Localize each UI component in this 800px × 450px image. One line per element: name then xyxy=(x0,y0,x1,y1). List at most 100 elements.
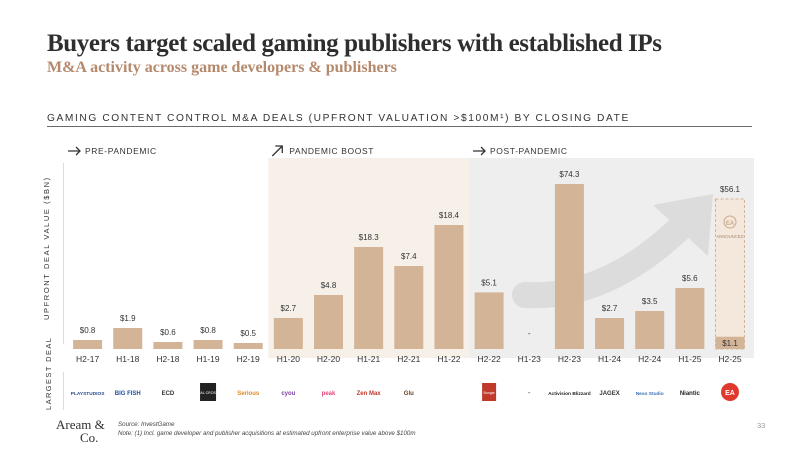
largest-deal-logo: JAGEX xyxy=(599,391,619,397)
bar-H2-24 xyxy=(635,311,665,349)
period-label-group-0: PRE-PANDEMIC xyxy=(68,146,157,156)
logo-text: peak xyxy=(322,391,336,397)
largest-deal-logo: Niantic xyxy=(680,391,701,397)
category-label-H1-22: H1-22 xyxy=(437,354,460,364)
aream-logo: Aream & Co. xyxy=(56,418,105,444)
category-label-H1-20: H1-20 xyxy=(277,354,300,364)
period-arrow-icon xyxy=(68,146,81,156)
ea-icon-text: EA xyxy=(726,221,735,227)
value-label-H1-19: $0.8 xyxy=(200,326,216,335)
bar-H1-21 xyxy=(354,247,384,349)
value-label-H2-21: $7.4 xyxy=(401,252,417,261)
logo-line-1: Aream & xyxy=(56,417,105,432)
bar-H1-25 xyxy=(675,288,705,349)
heading-divider xyxy=(47,126,752,127)
logo-text: ANIMAL CROSSING xyxy=(191,391,225,395)
category-label-H2-18: H2-18 xyxy=(156,354,179,364)
period-label: POST-PANDEMIC xyxy=(490,146,568,156)
category-label-H2-21: H2-21 xyxy=(397,354,420,364)
ea-icon xyxy=(723,215,737,229)
logo-text: cyou xyxy=(281,391,295,397)
source-note: Source: InvestGame Note: (1) Incl. game … xyxy=(118,421,416,438)
logo-block xyxy=(482,383,497,401)
logo-line-2: Co. xyxy=(80,430,99,445)
value-label-H2-25: $1.1 xyxy=(722,339,738,348)
bar-H2-20 xyxy=(314,295,343,349)
category-label-H1-18: H1-18 xyxy=(116,354,139,364)
announced-value-label: $56.1 xyxy=(720,185,741,194)
category-label-H2-22: H2-22 xyxy=(478,354,501,364)
value-label-H1-21: $18.3 xyxy=(359,233,380,242)
bar-H1-20 xyxy=(273,318,303,349)
period-label: PRE-PANDEMIC xyxy=(85,146,157,156)
page-number: 33 xyxy=(757,421,766,430)
value-label-H1-24: $2.7 xyxy=(602,304,618,313)
period-arrow-icon xyxy=(271,145,283,157)
logo-text: Bungie xyxy=(483,391,494,395)
value-label-H1-18: $1.9 xyxy=(120,314,136,323)
value-label-H2-19: $0.5 xyxy=(240,329,256,338)
trend-arrow-shaft xyxy=(512,205,703,309)
announced-tag: ANNOUNCED xyxy=(717,234,744,239)
largest-deal-logo: cyou xyxy=(281,391,295,397)
value-label-H1-25: $5.6 xyxy=(682,274,698,283)
largest-deal-logo: peak xyxy=(322,391,336,397)
value-label-H1-23: - xyxy=(528,329,531,338)
bar-H2-18 xyxy=(153,342,183,349)
category-label-H2-20: H2-20 xyxy=(317,354,340,364)
logo-text: Niantic xyxy=(680,391,701,397)
category-label-H1-23: H1-23 xyxy=(518,354,541,364)
period-label-group-2: POST-PANDEMIC xyxy=(473,146,568,156)
footnote-text: Note: (1) Incl. game developer and publi… xyxy=(118,429,416,437)
page-title: Buyers target scaled gaming publishers w… xyxy=(47,30,662,57)
value-label-H2-20: $4.8 xyxy=(321,281,337,290)
value-label-H2-23: $74.3 xyxy=(559,170,580,179)
value-label-H2-17: $0.8 xyxy=(80,326,96,335)
period-arrow-icon xyxy=(473,146,486,156)
largest-deal-logo: Serious xyxy=(237,391,260,397)
largest-deal-logo: Zen Max xyxy=(357,391,382,397)
category-label-H1-25: H1-25 xyxy=(678,354,701,364)
category-label-H2-24: H2-24 xyxy=(638,354,661,364)
page-subtitle: M&A activity across game developers & pu… xyxy=(47,59,397,76)
logo-text: ECD xyxy=(162,391,175,397)
largest-deal-logo: BIG FISH xyxy=(115,391,141,397)
logo-block xyxy=(200,383,217,401)
category-label-H2-17: H2-17 xyxy=(76,354,99,364)
logo-text: JAGEX xyxy=(599,391,619,397)
largest-deal-axis-line xyxy=(63,372,64,410)
period-label-group-1: PANDEMIC BOOST xyxy=(271,145,373,157)
logo-text: Serious xyxy=(237,391,260,397)
bar-H1-19 xyxy=(193,340,223,349)
category-label-H1-19: H1-19 xyxy=(196,354,219,364)
ea-logo-text: EA xyxy=(725,390,735,397)
y-axis-line xyxy=(63,163,64,344)
bar-H2-21 xyxy=(394,266,424,349)
largest-deal-logo: Bungie xyxy=(482,383,497,401)
largest-deal-logo: Nexo Studio xyxy=(636,391,664,397)
announced-bar xyxy=(715,198,745,350)
largest-deal-none: - xyxy=(528,388,531,397)
largest-deal-logo: ANIMAL CROSSING xyxy=(191,383,225,401)
ea-logo-badge xyxy=(721,383,739,401)
period-background-0 xyxy=(64,158,269,358)
largest-deal-logo: ECD xyxy=(162,391,175,397)
value-label-H1-20: $2.7 xyxy=(281,304,297,313)
largest-deal-label: LARGEST DEAL xyxy=(44,336,53,410)
y-axis-label: UPFRONT DEAL VALUE ($BN) xyxy=(42,176,51,320)
category-label-H1-24: H1-24 xyxy=(598,354,621,364)
category-label-H2-19: H2-19 xyxy=(237,354,260,364)
bar-H2-25 xyxy=(715,336,745,349)
chart-heading: GAMING CONTENT CONTROL M&A DEALS (UPFRON… xyxy=(47,113,630,124)
trend-arrow-head xyxy=(653,194,713,256)
bar-H2-17 xyxy=(73,340,103,349)
logo-text: Zen Max xyxy=(357,391,382,397)
largest-deal-logo: Glu xyxy=(404,391,414,397)
source-text: Source: InvestGame xyxy=(118,421,175,428)
bar-H2-23 xyxy=(554,184,584,349)
logo-text: Glu xyxy=(404,391,414,397)
category-label-H2-25: H2-25 xyxy=(718,354,741,364)
bar-H2-22 xyxy=(474,292,504,349)
bar-H1-24 xyxy=(595,318,625,349)
